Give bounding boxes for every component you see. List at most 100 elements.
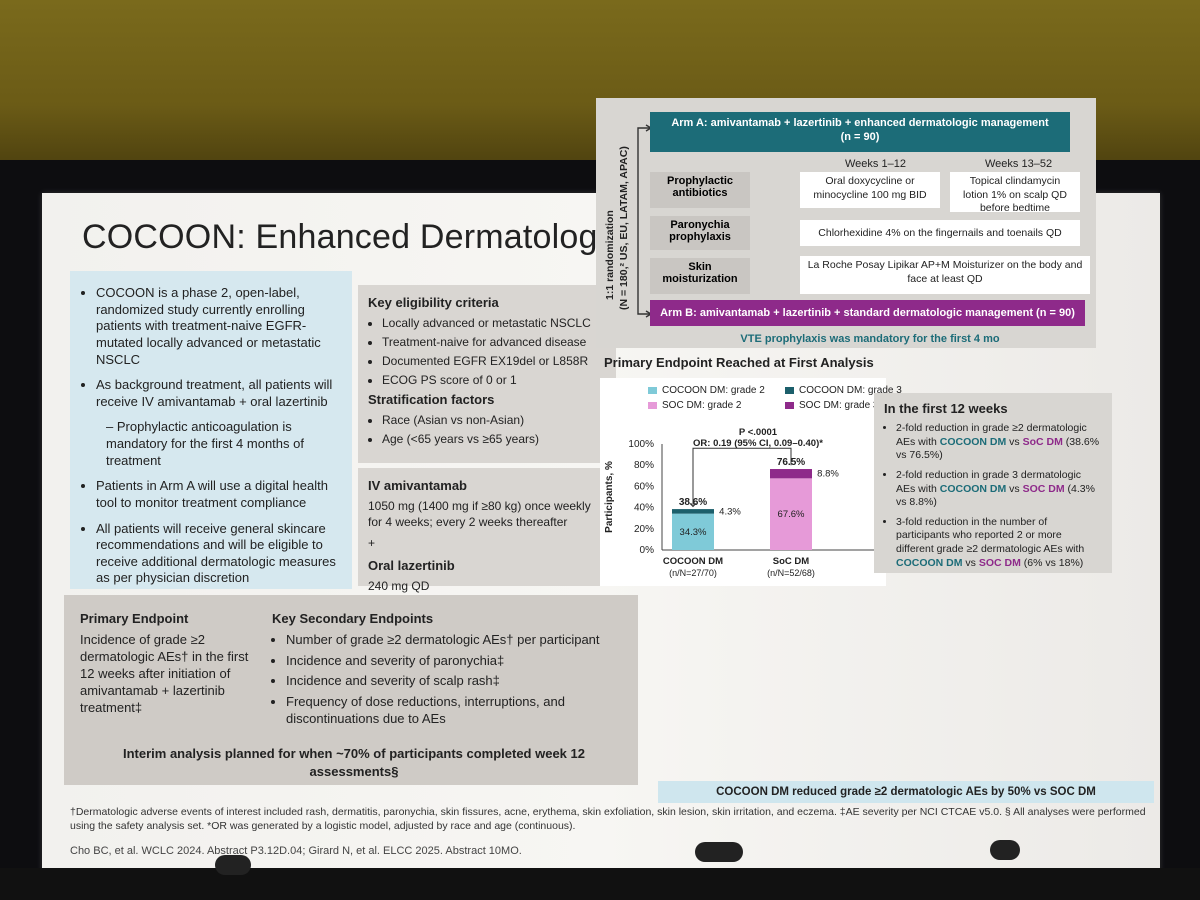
legend-cocoon-g2: COCOON DM: grade 2 <box>648 385 765 396</box>
segment-label: 4.3% <box>719 506 741 517</box>
randomization-text: 1:1 randomization <box>604 210 616 300</box>
oral-heading: Oral lazertinib <box>368 557 455 573</box>
row-label-antibiotics: Prophylactic antibiotics <box>650 172 750 208</box>
primary-endpoint-column: Primary Endpoint Incidence of grade ≥2 d… <box>80 609 260 716</box>
microphone <box>215 855 251 875</box>
result-text: 2-fold reduction in grade ≥2 dermatologi… <box>896 422 1087 448</box>
result-bullet: 3-fold reduction in the number of partic… <box>896 516 1102 571</box>
legend-label: COCOON DM: grade 2 <box>662 385 765 396</box>
stratification-item: Race (Asian vs non-Asian) <box>382 413 606 427</box>
arm-a-header: Arm A: amivantamab + lazertinib + enhanc… <box>650 112 1070 152</box>
randomization-detail: (N = 180,² US, EU, LATAM, APAC) <box>618 146 630 310</box>
eligibility-box: Key eligibility criteria Locally advance… <box>358 285 616 463</box>
legend-swatch <box>785 387 794 394</box>
chart-panel <box>600 378 886 586</box>
result-text: (4.3% vs 8.8%) <box>896 482 1095 509</box>
citation: Cho BC, et al. WCLC 2024. Abstract P3.12… <box>70 845 522 857</box>
segment-label: 67.6% <box>778 509 805 520</box>
legend-soc-g3: SOC DM: grade 3 <box>785 400 878 411</box>
arm-a-n: (n = 90) <box>840 131 880 144</box>
overview-subbullet: – Prophylactic anticoagulation is mandat… <box>106 419 304 468</box>
secondary-endpoint-item: Frequency of dose reductions, interrupti… <box>286 694 632 727</box>
endpoints-box: Primary Endpoint Incidence of grade ≥2 d… <box>64 595 638 785</box>
bar-segment <box>770 478 812 550</box>
cocoon-label: COCOON DM <box>896 556 963 569</box>
stage-floor <box>0 868 1200 900</box>
stratification-item: Age (<65 years vs ≥65 years) <box>382 432 606 446</box>
first-12-weeks-heading: In the first 12 weeks <box>884 401 1008 416</box>
stratification-heading: Stratification factors <box>368 392 495 407</box>
overview-bullet: COCOON is a phase 2, open-label, randomi… <box>96 285 340 368</box>
secondary-endpoint-item: Number of grade ≥2 dermatologic AEs† per… <box>286 632 632 649</box>
result-text: vs <box>962 556 979 569</box>
results-heading: Primary Endpoint Reached at First Analys… <box>604 355 874 370</box>
weeks-13-52-header: Weeks 13–52 <box>985 158 1053 170</box>
arrow-head <box>689 503 697 508</box>
legend-label: COCOON DM: grade 3 <box>799 385 902 396</box>
result-text: (38.6% vs 76.5%) <box>896 435 1100 462</box>
bar-segment <box>672 513 714 550</box>
result-text: vs <box>1006 482 1023 495</box>
y-tick-label: 20% <box>634 524 654 535</box>
secondary-endpoint-item: Incidence and severity of scalp rash‡ <box>286 673 632 690</box>
result-bullet: 2-fold reduction in grade ≥2 dermatologi… <box>896 422 1102 463</box>
y-tick-label: 40% <box>634 503 654 514</box>
plus-sign: + <box>368 536 376 551</box>
overview-bullet: As background treatment, all patients wi… <box>96 377 340 410</box>
iv-dose: 1050 mg (1400 mg if ≥80 kg) once weekly … <box>368 499 591 529</box>
result-text: 3-fold reduction in the number of partic… <box>896 515 1085 556</box>
legend-soc-g2: SOC DM: grade 2 <box>648 400 741 411</box>
eligibility-heading: Key eligibility criteria <box>368 295 499 310</box>
microphone <box>990 840 1020 860</box>
row-label-moisturization: Skin moisturization <box>650 258 750 294</box>
paronychia-regimen: Chlorhexidine 4% on the fingernails and … <box>800 220 1080 246</box>
oral-dose: 240 mg QD <box>368 578 430 593</box>
arm-a-label: Arm A: amivantamab + lazertinib + enhanc… <box>671 117 1049 129</box>
segment-label: 34.3% <box>680 527 707 538</box>
significance-bracket <box>692 447 792 506</box>
randomization-label: 1:1 randomization (N = 180,² US, EU, LAT… <box>601 100 631 320</box>
soc-label: SOC DM <box>978 556 1021 569</box>
legend-swatch <box>648 402 657 409</box>
eligibility-item: ECOG PS score of 0 or 1 <box>382 373 606 387</box>
legend-swatch <box>648 387 657 394</box>
result-bullet: 2-fold reduction in grade 3 dermatologic… <box>896 469 1102 510</box>
first-12-weeks-box: In the first 12 weeks 2-fold reduction i… <box>874 393 1112 573</box>
overview-bullet: Patients in Arm A will use a digital hea… <box>96 478 340 511</box>
secondary-endpoints-heading: Key Secondary Endpoints <box>272 611 434 626</box>
cocoon-label: COCOON DM <box>939 482 1007 495</box>
primary-endpoint-text: Incidence of grade ≥2 dermatologic AEs† … <box>80 632 249 715</box>
y-tick-label: 0% <box>640 545 655 556</box>
p-value-annotation: P <.0001 <box>739 427 778 438</box>
odds-ratio-annotation: OR: 0.19 (95% CI, 0.09–0.40)* <box>693 438 823 449</box>
interim-analysis-note: Interim analysis planned for when ~70% o… <box>122 746 585 779</box>
x-tick-sublabel: (n/N=27/70) <box>669 568 717 578</box>
eligibility-item: Locally advanced or metastatic NSCLC <box>382 316 606 330</box>
eligibility-item: Documented EGFR EX19del or L858R <box>382 354 606 368</box>
bar-segment <box>770 469 812 479</box>
weeks-1-12-header: Weeks 1–12 <box>845 158 906 170</box>
cocoon-label: COCOON DM <box>939 435 1007 448</box>
antibiotics-weeks-1-12: Oral doxycycline or minocycline 100 mg B… <box>800 172 940 208</box>
study-overview-box: COCOON is a phase 2, open-label, randomi… <box>70 271 352 589</box>
bar-segment <box>672 509 714 514</box>
primary-endpoint-heading: Primary Endpoint <box>80 611 189 626</box>
legend-swatch <box>785 402 794 409</box>
treatment-box: IV amivantamab 1050 mg (1400 mg if ≥80 k… <box>358 468 616 593</box>
row-label-paronychia: Paronychia prophylaxis <box>650 216 750 250</box>
legend-label: SOC DM: grade 3 <box>799 400 879 411</box>
result-text: 2-fold reduction in grade 3 dermatologic… <box>896 468 1082 495</box>
vte-note: VTE prophylaxis was mandatory for the fi… <box>740 333 1000 345</box>
moisturization-regimen: La Roche Posay Lipikar AP+M Moisturizer … <box>800 256 1090 294</box>
y-axis-label: Participants, % <box>604 461 615 533</box>
y-tick-label: 100% <box>628 439 654 450</box>
overview-bullet: All patients will receive general skinca… <box>96 521 340 588</box>
result-text: (6% vs 18%) <box>1020 556 1084 569</box>
arm-b-header: Arm B: amivantamab + lazertinib + standa… <box>650 300 1085 326</box>
y-tick-label: 80% <box>634 460 654 471</box>
microphone <box>695 842 743 862</box>
segment-label: 8.8% <box>817 469 839 480</box>
legend-label: SOC DM: grade 2 <box>662 400 742 411</box>
result-text: vs <box>1006 435 1023 448</box>
x-tick-label: COCOON DM <box>663 556 723 567</box>
